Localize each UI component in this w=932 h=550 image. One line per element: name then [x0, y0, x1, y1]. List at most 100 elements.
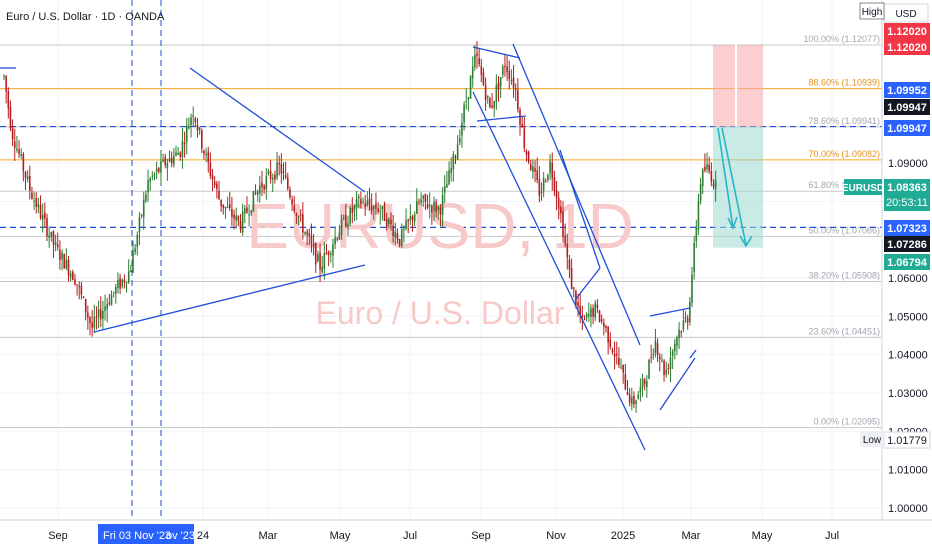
candle-body	[302, 214, 304, 233]
candle-body	[220, 199, 222, 206]
candle-body	[418, 201, 420, 203]
candle-body	[665, 369, 667, 375]
candle-body	[467, 97, 470, 99]
candle-body	[400, 229, 403, 246]
candle-body	[450, 167, 452, 173]
candle-body	[256, 190, 259, 195]
candle-body	[248, 214, 250, 216]
candle-body	[529, 164, 532, 171]
price-tag-label: 1.09947	[887, 123, 927, 135]
candle-body	[639, 386, 642, 393]
candle-body	[390, 219, 392, 225]
candle-body	[134, 248, 136, 252]
x-tick-label: 2025	[611, 530, 635, 542]
x-tick-label: Jul	[403, 530, 417, 542]
grid	[0, 0, 882, 520]
candle-body	[366, 200, 369, 205]
forecast-arrows	[717, 127, 753, 248]
candle-body	[213, 181, 216, 186]
candle-body	[170, 157, 173, 164]
candle-body	[99, 309, 102, 320]
candle-body	[136, 234, 139, 248]
candle-body	[422, 195, 425, 199]
currency-label: USD	[895, 9, 916, 20]
candle-body	[211, 175, 214, 180]
candle-body	[166, 163, 169, 168]
candles	[3, 40, 717, 414]
candle-body	[147, 180, 149, 193]
price-tag-label: 1.07286	[887, 239, 927, 251]
candle-body	[95, 316, 98, 318]
candle-body	[443, 186, 446, 193]
candle-body	[117, 280, 119, 289]
candle-body	[33, 200, 35, 202]
candle-body	[514, 88, 517, 91]
candle-body	[508, 70, 511, 80]
candle-body	[637, 394, 640, 400]
price-tag	[884, 220, 930, 236]
candle-body	[712, 183, 715, 187]
price-tag	[884, 82, 930, 98]
candle-body	[499, 77, 502, 87]
candle-body	[562, 211, 564, 238]
candle-body	[620, 367, 622, 369]
candle-body	[459, 138, 461, 143]
fib-label: 23.60% (1.04451)	[808, 326, 880, 336]
candle-body	[502, 66, 504, 75]
candle-body	[435, 201, 437, 212]
candle-body	[547, 174, 549, 180]
fib-label: 70.00% (1.09082)	[808, 149, 880, 159]
fib-label: 0.00% (1.02095)	[813, 417, 880, 427]
candle-body	[441, 194, 444, 215]
candle-body	[463, 104, 465, 123]
candle-body	[37, 203, 40, 208]
stop-zone	[713, 44, 763, 127]
candle-body	[132, 252, 134, 273]
symbol-tag-label: EURUSD	[842, 183, 884, 194]
candle-body	[351, 208, 354, 213]
y-tick-label: 1.00000	[888, 503, 928, 515]
candle-body	[566, 244, 569, 258]
y-tick-label: 1.04000	[888, 350, 928, 362]
candle-body	[577, 302, 579, 307]
candle-body	[149, 178, 151, 182]
price-tag	[884, 254, 930, 270]
candle-body	[151, 175, 154, 177]
candle-body	[545, 180, 547, 182]
candle-body	[598, 310, 601, 323]
candle-body	[334, 237, 336, 245]
candle-body	[686, 318, 689, 323]
candle-body	[357, 196, 360, 199]
price-tag-label: 1.07323	[887, 223, 927, 235]
candle-body	[244, 208, 246, 214]
candle-body	[173, 155, 175, 165]
candle-body	[446, 184, 448, 188]
candle-body	[321, 266, 323, 273]
candle-body	[130, 270, 132, 272]
candle-body	[641, 378, 644, 388]
candle-body	[701, 169, 704, 187]
candle-body	[74, 279, 76, 285]
candle-body	[228, 204, 231, 208]
candle-body	[704, 166, 706, 171]
candle-body	[140, 214, 143, 216]
candle-body	[306, 231, 308, 235]
candle-body	[319, 252, 321, 270]
candle-body	[495, 85, 498, 103]
candle-body	[310, 235, 313, 243]
candle-body	[44, 212, 46, 219]
candle-body	[396, 233, 399, 240]
candle-body	[379, 210, 382, 213]
candle-body	[177, 153, 179, 155]
candle-body	[656, 343, 659, 356]
candle-body	[609, 339, 612, 348]
x-tick-label: Mar	[259, 530, 278, 542]
candle-body	[338, 232, 341, 240]
candle-body	[119, 278, 121, 289]
candle-body	[471, 66, 474, 79]
candle-body	[106, 303, 108, 310]
candle-body	[153, 173, 156, 176]
low-label: Low	[863, 435, 882, 446]
candle-body	[493, 100, 495, 109]
candle-body	[123, 279, 126, 282]
